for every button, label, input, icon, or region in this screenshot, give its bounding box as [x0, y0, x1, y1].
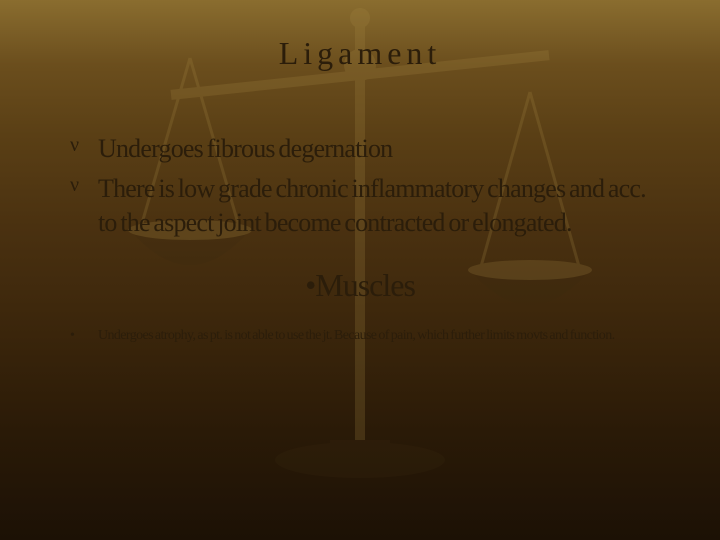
bullet-symbol: •: [70, 326, 98, 346]
list-item: ν Undergoes fibrous degernation: [70, 132, 660, 166]
list-item: ν There is low grade chronic inflammator…: [70, 172, 660, 240]
bullet-text: Undergoes fibrous degernation: [98, 132, 392, 166]
sub-bullet-list: • Undergoes atrophy, as pt. is not able …: [70, 326, 660, 346]
subheading: •Muscles: [60, 267, 660, 304]
bullet-text: There is low grade chronic inflammatory …: [98, 172, 660, 240]
subheading-symbol: •: [305, 267, 315, 303]
bullet-text: Undergoes atrophy, as pt. is not able to…: [98, 326, 615, 346]
subheading-text: Muscles: [315, 267, 415, 303]
main-bullet-list: ν Undergoes fibrous degernation ν There …: [70, 132, 660, 239]
bullet-symbol: ν: [70, 172, 98, 198]
slide-title: Ligament: [60, 35, 660, 72]
slide-content: Ligament ν Undergoes fibrous degernation…: [0, 0, 720, 540]
bullet-symbol: ν: [70, 132, 98, 158]
list-item: • Undergoes atrophy, as pt. is not able …: [70, 326, 660, 346]
